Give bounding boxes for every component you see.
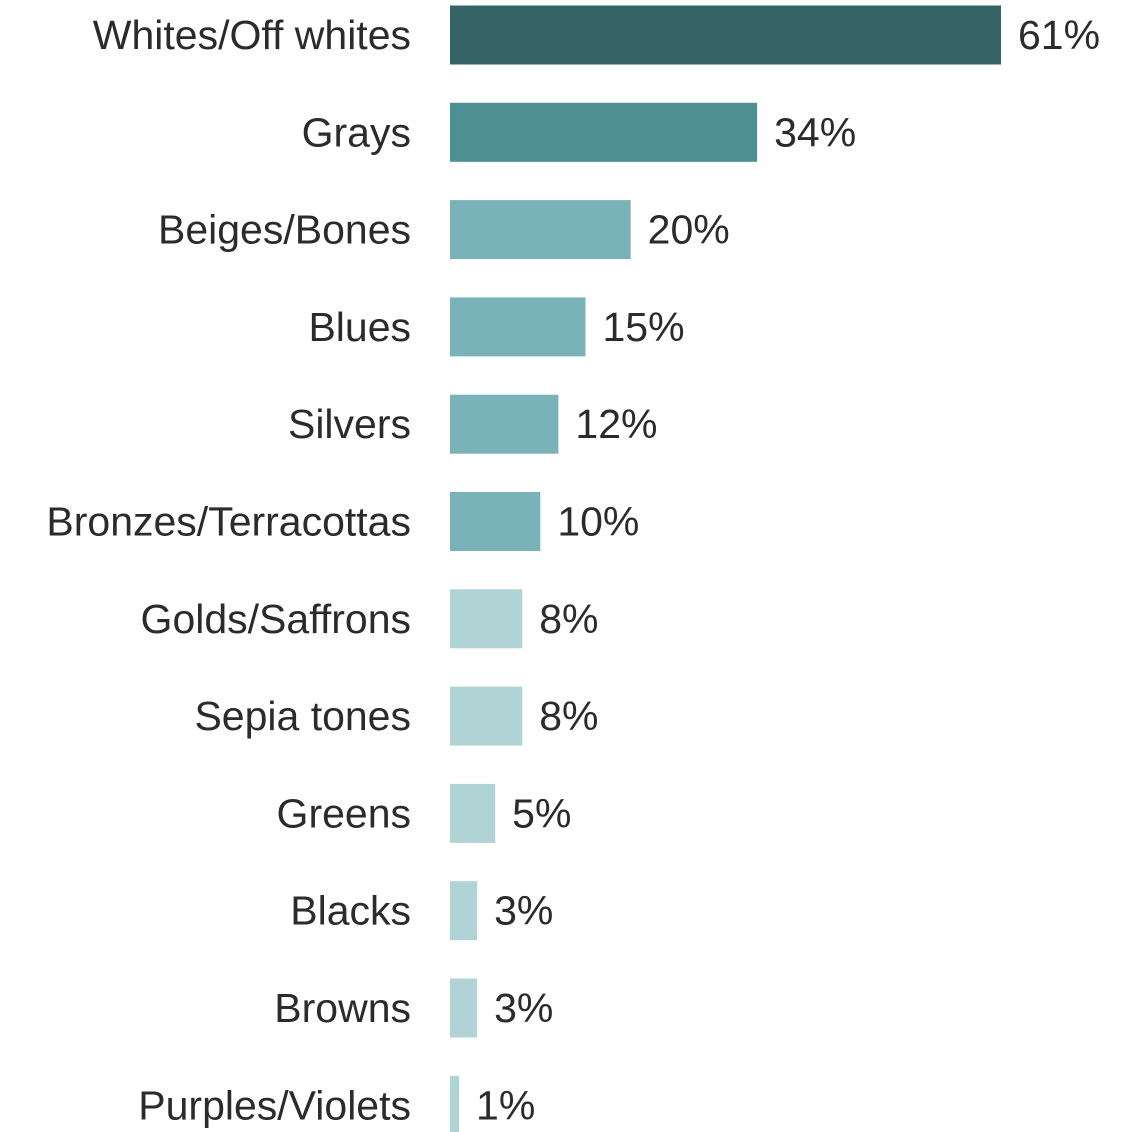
bar <box>450 394 559 454</box>
category-label: Grays <box>302 109 411 155</box>
value-label: 61% <box>1018 12 1100 58</box>
category-label: Sepia tones <box>194 693 411 739</box>
category-label: Blues <box>308 304 411 350</box>
category-label: Whites/Off whites <box>93 12 411 58</box>
bar <box>450 492 541 551</box>
category-label: Silvers <box>288 401 411 447</box>
bar <box>450 783 496 843</box>
bar <box>450 978 478 1038</box>
bar <box>450 102 758 162</box>
bar <box>450 1075 460 1132</box>
bar <box>450 5 1001 65</box>
category-label: Greens <box>277 790 411 836</box>
category-label: Blacks <box>290 888 411 934</box>
category-label: Bronzes/Terracottas <box>46 499 411 545</box>
value-label: 12% <box>575 401 657 447</box>
category-label: Browns <box>274 985 411 1031</box>
value-label: 8% <box>539 596 598 642</box>
value-label: 3% <box>494 985 553 1031</box>
category-label: Golds/Saffrons <box>141 596 411 642</box>
value-label: 34% <box>774 109 856 155</box>
value-label: 10% <box>557 499 639 545</box>
value-label: 8% <box>539 693 598 739</box>
value-label: 5% <box>512 790 571 836</box>
value-label: 1% <box>476 1082 535 1128</box>
bar <box>450 589 523 649</box>
bar <box>450 881 478 941</box>
bar <box>450 686 523 746</box>
value-label: 3% <box>494 888 553 934</box>
value-label: 15% <box>602 304 684 350</box>
bars-group: Whites/Off whites 61% Grays 34% Beiges/Bones… <box>46 5 1100 1132</box>
bar <box>450 297 586 357</box>
bar <box>450 200 631 260</box>
category-label: Beiges/Bones <box>158 207 411 253</box>
category-label: Purples/Violets <box>138 1082 411 1128</box>
value-label: 20% <box>648 207 730 253</box>
